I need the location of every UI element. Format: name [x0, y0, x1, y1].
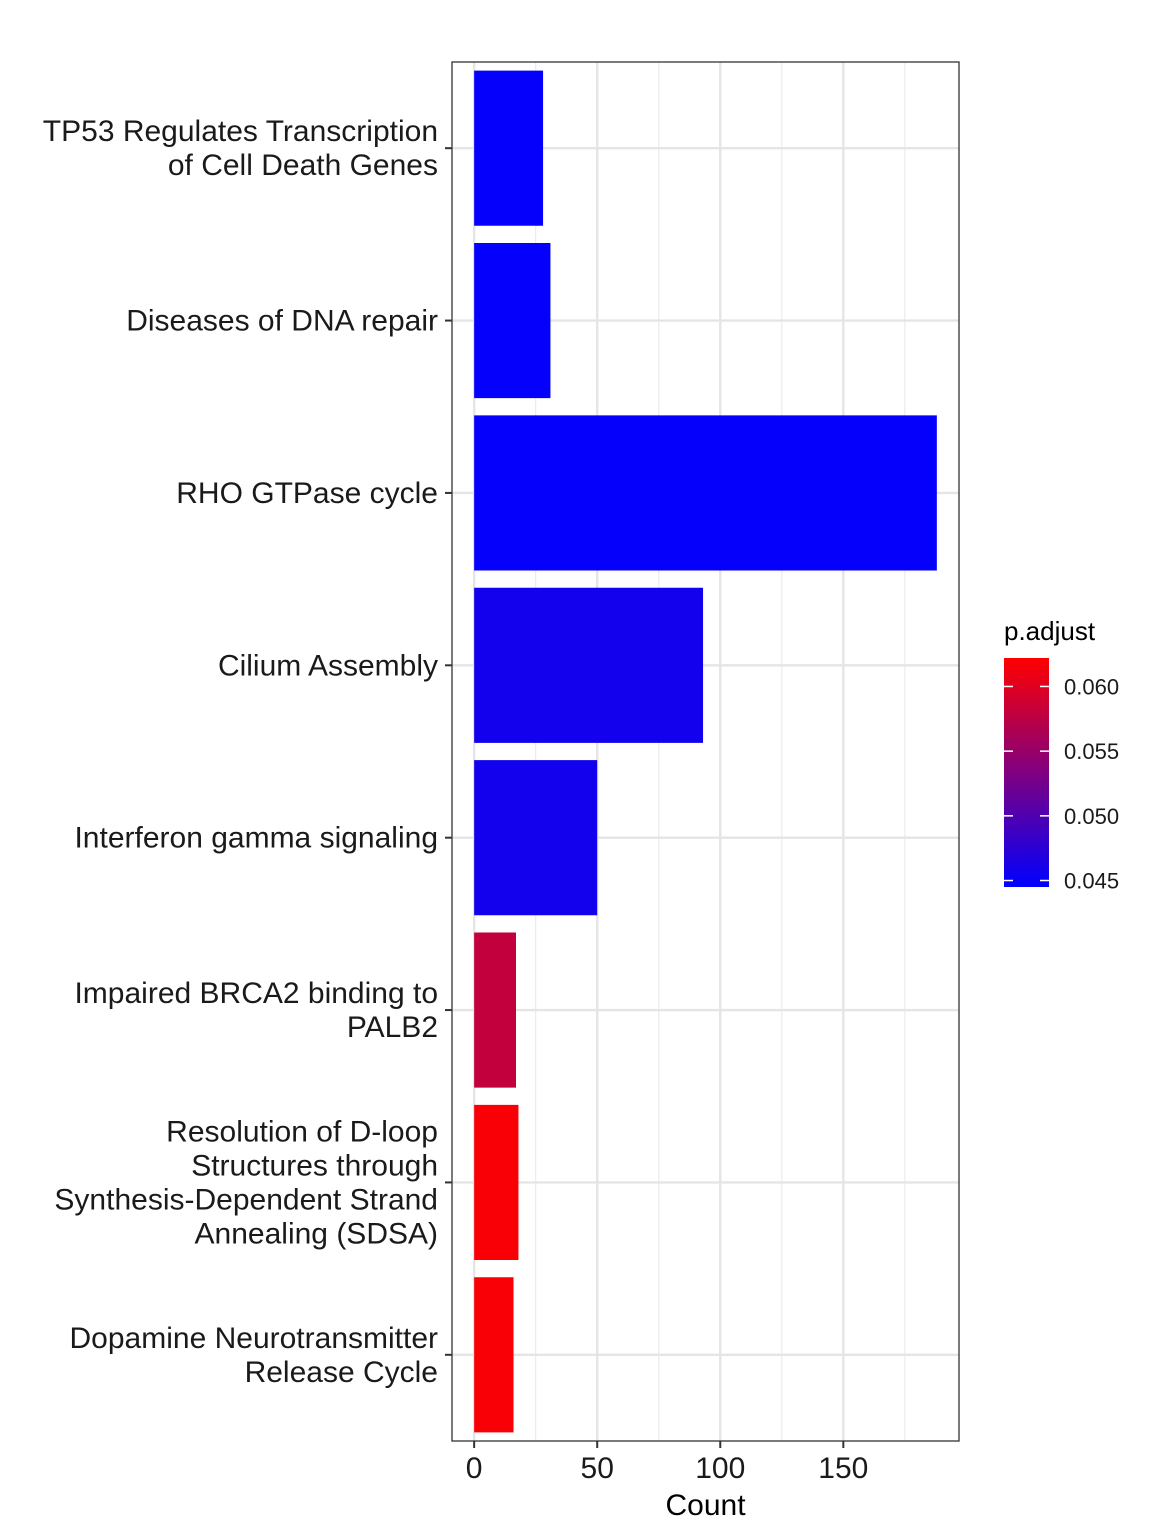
y-tick-label-line: of Cell Death Genes: [168, 149, 438, 182]
x-axis-title: Count: [665, 1489, 746, 1522]
bar: [474, 932, 516, 1088]
color-legend: p.adjust 0.060 0.055 0.050 0.045: [1004, 616, 1119, 894]
y-tick-label: Interferon gamma signaling: [74, 822, 438, 855]
y-tick-label-line: Synthesis-Dependent Strand: [54, 1183, 438, 1216]
y-tick-label: Impaired BRCA2 binding to PALB2: [74, 977, 438, 1044]
y-tick-label-line: Resolution of D-loop: [166, 1115, 438, 1148]
y-axis: TP53 Regulates Transcription of Cell Deat…: [43, 115, 452, 1389]
legend-label: 0.060: [1064, 674, 1119, 699]
legend-ticks: 0.060 0.055 0.050 0.045: [1004, 674, 1119, 894]
y-tick-label-line: Interferon gamma signaling: [74, 822, 438, 855]
y-tick-label-line: Release Cycle: [245, 1356, 438, 1389]
bar: [474, 760, 598, 916]
y-tick-label-line: RHO GTPase cycle: [176, 477, 438, 510]
x-tick-label: 50: [581, 1452, 614, 1485]
y-tick-label-line: Impaired BRCA2 binding to: [74, 977, 438, 1010]
plot-panel-border: [451, 61, 960, 1442]
bars: [474, 70, 937, 1433]
y-tick-label: Dopamine Neurotransmitter Release Cycle: [70, 1322, 438, 1389]
bar: [474, 1104, 519, 1261]
legend-label: 0.050: [1064, 804, 1119, 829]
legend-label: 0.055: [1064, 739, 1119, 764]
bar: [474, 415, 937, 571]
y-tick-label-line: Annealing (SDSA): [195, 1217, 438, 1250]
y-tick-label: TP53 Regulates Transcription of Cell Deat…: [43, 115, 438, 182]
bar: [474, 1277, 514, 1433]
y-tick-label-line: Dopamine Neurotransmitter: [70, 1322, 438, 1355]
y-tick-label-line: Diseases of DNA repair: [126, 305, 438, 338]
y-tick-label: Diseases of DNA repair: [126, 305, 438, 338]
bar: [474, 242, 551, 399]
bar: [474, 587, 704, 743]
x-tick-label: 100: [695, 1452, 745, 1485]
y-tick-label-line: Cilium Assembly: [218, 649, 438, 682]
y-tick-label: Cilium Assembly: [218, 649, 438, 682]
x-tick-label: 150: [818, 1452, 868, 1485]
y-tick-label: RHO GTPase cycle: [176, 477, 438, 510]
legend-title: p.adjust: [1004, 616, 1096, 646]
legend-label: 0.045: [1064, 869, 1119, 894]
y-tick-label-line: Structures through: [191, 1149, 438, 1182]
y-tick-label: Resolution of D-loop Structures through Sy…: [54, 1115, 438, 1250]
y-tick-label-line: TP53 Regulates Transcription: [43, 115, 438, 148]
bar: [474, 70, 544, 226]
x-axis: 0 50 100 150: [466, 1441, 868, 1485]
x-tick-label: 0: [466, 1452, 483, 1485]
y-tick-label-line: PALB2: [347, 1011, 438, 1044]
legend-colorbar: [1004, 658, 1049, 887]
